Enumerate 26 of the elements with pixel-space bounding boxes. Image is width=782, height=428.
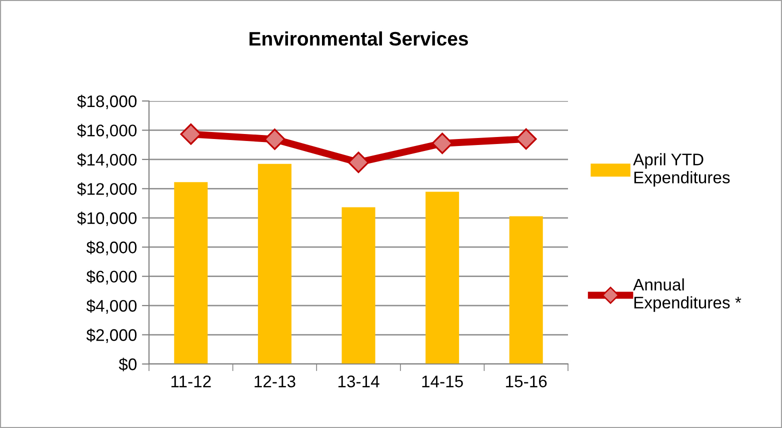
x-tick-label: 14-15 bbox=[422, 376, 463, 388]
point bbox=[432, 132, 453, 154]
bar bbox=[509, 216, 543, 364]
legend-label: Annual Expenditures * bbox=[633, 278, 742, 312]
x-tick-label: 13-14 bbox=[338, 376, 380, 388]
y-tick-label: $4,000 bbox=[86, 299, 137, 314]
y-tick-label: $12,000 bbox=[77, 182, 137, 197]
legend-label: April YTD Expenditures bbox=[633, 153, 730, 187]
y-tick-label: $6,000 bbox=[86, 270, 137, 285]
point bbox=[348, 152, 370, 174]
y-tick-label: $0 bbox=[118, 358, 137, 372]
x-tick-label: 11-12 bbox=[171, 376, 211, 388]
bar bbox=[426, 192, 460, 364]
point bbox=[264, 128, 286, 150]
bar bbox=[174, 182, 208, 364]
bar bbox=[342, 207, 376, 364]
y-tick-label: $16,000 bbox=[77, 124, 137, 138]
y-tick-label: $8,000 bbox=[86, 240, 137, 256]
y-tick-label: $18,000 bbox=[77, 94, 137, 110]
chart-title: Environmental Services bbox=[250, 31, 468, 46]
y-tick-label: $2,000 bbox=[86, 328, 137, 343]
bar bbox=[258, 164, 292, 364]
x-tick-label: 12-13 bbox=[254, 376, 296, 388]
y-tick-label: $10,000 bbox=[77, 212, 137, 226]
x-tick-label: 15-16 bbox=[506, 376, 547, 388]
y-tick-label: $14,000 bbox=[77, 153, 137, 168]
